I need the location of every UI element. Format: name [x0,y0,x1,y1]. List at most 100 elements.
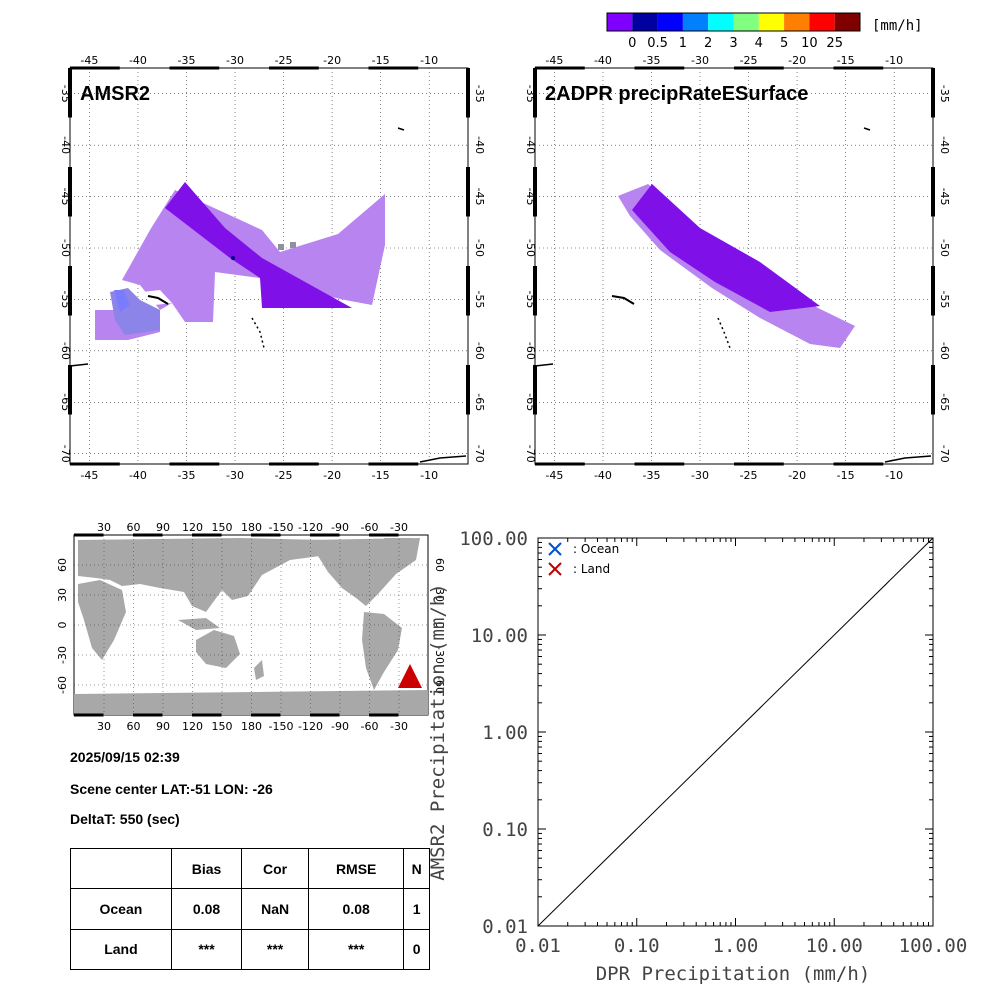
colorbar-swatch [758,13,785,31]
x-tick-label: 10.00 [806,935,863,957]
world-map-panel: 30 30 60 60 90 90 120 120 150 150 180 180 -150 -150 -1… [56,521,446,733]
world-lon-tick-top: 90 [156,521,170,534]
y-tick-label: 0.10 [482,819,528,841]
header-cell-empty [70,847,172,890]
longitude-tick-label-top: -45 [545,54,563,67]
longitude-tick-label-top: -25 [275,54,293,67]
longitude-tick-label-top: -30 [226,54,244,67]
latitude-tick-label-right: -35 [938,85,951,103]
longitude-tick-label-bottom: -35 [643,469,661,482]
world-lat-tick-right: 60 [433,558,446,572]
continent-australia [196,630,240,668]
colorbar-tick-label: 25 [826,36,843,51]
world-lon-tick-bottom: 30 [97,720,111,733]
longitude-tick-label-top: -35 [178,54,196,67]
world-lon-tick-top: -90 [331,521,349,534]
scatter-y-axis-label: AMSR2 Precipitation (mm/h) [427,583,449,880]
colorbar-swatch [834,13,860,31]
ocean-rmse-cell: 0.08 [307,888,405,930]
land-n-cell: 0 [403,928,430,971]
scene-datetime: 2025/09/15 02:39 [70,749,180,765]
continent-greenland [384,538,412,560]
statistics-table: Bias Cor RMSE N Ocean 0.08 NaN 0.08 1 La… [70,847,430,971]
continent-antarctica [74,690,428,715]
amsr2-grey-cell [278,244,284,250]
world-landmasses [74,538,428,715]
row-label-ocean: Ocean [70,888,172,930]
world-lon-tick-bottom: -120 [298,720,323,733]
latitude-tick-label-right: -70 [938,445,951,463]
colorbar-tick-label: 10 [801,36,818,51]
ocean-cor-cell: NaN [241,888,309,930]
dpr-map-panel: -45 -45 -40 -40 -35 -35 -30 -30 -25 -25 -20 -20 -15 -… [524,54,951,482]
latitude-tick-label-right: -40 [938,136,951,154]
scatter-axes: 0.010.01 0.10 0.10 1.00 1.00 10.00 10.00 100.00… [459,528,967,957]
longitude-tick-label-bottom: -40 [129,469,147,482]
world-lat-tick-left: 30 [56,588,69,602]
x-tick-label: 100.00 [899,935,968,957]
longitude-tick-label-top: -30 [691,54,709,67]
world-lat-tick-left: -60 [56,676,69,694]
longitude-tick-label-bottom: -30 [691,469,709,482]
colorbar-swatch [632,13,658,31]
longitude-tick-label-bottom: -25 [275,469,293,482]
dpr-coast-se [884,455,932,463]
longitude-tick-label-top: -45 [80,54,98,67]
latitude-tick-label-left: -60 [59,342,72,360]
continent-new-zealand [254,660,264,680]
longitude-tick-label-top: -15 [837,54,855,67]
amsr2-rain-patch-blue [114,290,130,312]
land-rmse-cell: *** [307,928,405,971]
header-cell-rmse: RMSE [307,847,405,890]
latitude-tick-label-right: -45 [938,188,951,206]
world-lon-tick-bottom: 120 [182,720,203,733]
latitude-tick-label-right: -60 [938,342,951,360]
longitude-tick-label-bottom: -20 [323,469,341,482]
world-lon-tick-bottom: -150 [269,720,294,733]
latitude-tick-label-right: -50 [473,239,486,257]
header-cell-cor: Cor [241,847,309,890]
land-cor-cell: *** [241,928,309,971]
latitude-tick-label-right: -55 [473,290,486,308]
longitude-tick-label-bottom: -10 [885,469,903,482]
longitude-tick-label-bottom: -15 [837,469,855,482]
legend-marker-ocean [548,542,562,556]
legend-label-ocean: : Ocean [573,542,619,556]
latitude-tick-label-right: -60 [473,342,486,360]
dpr-coast-sw [534,363,554,367]
world-map-grid: 30 30 60 60 90 90 120 120 150 150 180 180 -150 -150 -1… [56,521,446,733]
y-tick-label: 0.01 [482,916,528,938]
colorbar-swatch [708,13,734,31]
world-lat-tick-right: 30 [433,588,446,602]
world-lat-tick-left: 60 [56,558,69,572]
x-tick-label: 1.00 [713,935,759,957]
amsr2-coast-sw [69,363,89,367]
colorbar-tick-label: 1 [679,36,687,51]
world-lon-tick-top: -120 [298,521,323,534]
latitude-tick-label-left: -70 [59,445,72,463]
world-lon-tick-bottom: 90 [156,720,170,733]
header-cell-n: N [403,847,430,890]
dpr-map-title: 2ADPR precipRateESurface [545,83,808,105]
world-lon-tick-top: -60 [361,521,379,534]
longitude-tick-label-top: -40 [594,54,612,67]
world-lat-tick-right: -30 [433,646,446,664]
world-lon-tick-top: 180 [241,521,262,534]
longitude-tick-label-bottom: -45 [80,469,98,482]
colorbar-tick-label: 5 [780,36,788,51]
longitude-tick-label-top: -10 [420,54,438,67]
continent-indonesia [178,618,220,630]
latitude-tick-label-right: -55 [938,290,951,308]
colorbar: 0 0.5 1 2 3 4 5 10 25 [606,12,861,51]
world-lon-tick-top: 30 [97,521,111,534]
amsr2-grey-cell [290,242,296,248]
latitude-tick-label-right: -65 [938,393,951,411]
longitude-tick-label-top: -40 [129,54,147,67]
latitude-tick-label-left: -40 [524,136,537,154]
amsr2-map-title: AMSR2 [80,83,150,105]
amsr2-dark-cell [231,256,235,260]
world-lat-tick-left: 0 [56,622,69,629]
colorbar-unit-label: [mm/h] [872,18,923,34]
colorbar-border [606,12,861,32]
world-lon-tick-top: 60 [127,521,141,534]
